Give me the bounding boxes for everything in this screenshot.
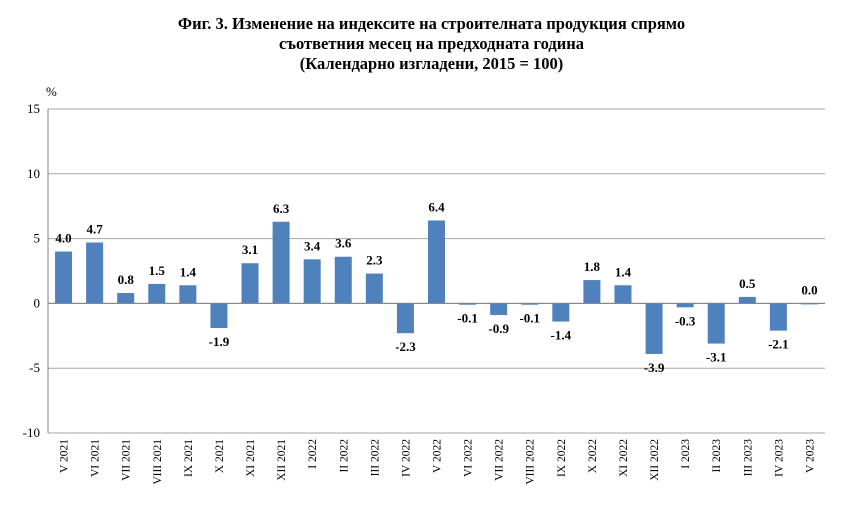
data-label: -2.3	[395, 339, 416, 354]
chart-title: Фиг. 3. Изменение на индексите на строит…	[0, 14, 863, 74]
x-tick-label: VII 2021	[121, 439, 133, 481]
x-tick-label: II 2022	[338, 439, 350, 473]
bar	[303, 259, 321, 304]
x-tick-label: XI 2021	[245, 439, 257, 477]
x-tick-label: V 2023	[804, 439, 816, 473]
bar	[179, 285, 197, 304]
bar	[210, 303, 228, 329]
x-tick-label: VIII 2021	[152, 439, 164, 485]
y-tick-label: -5	[29, 360, 40, 375]
bar	[272, 221, 290, 304]
x-tick-label: VI 2021	[90, 439, 102, 477]
data-label: -2.1	[768, 337, 789, 352]
bar	[645, 303, 663, 354]
data-label: -1.9	[209, 334, 230, 349]
bar	[117, 293, 135, 304]
bar	[521, 303, 539, 305]
bar	[552, 303, 570, 322]
x-tick-label: XI 2022	[618, 439, 630, 477]
bar	[428, 220, 445, 304]
x-tick-label: V 2022	[432, 439, 444, 473]
data-label: 4.7	[86, 221, 103, 236]
bar	[614, 285, 632, 304]
data-label: -1.4	[551, 328, 572, 343]
y-axis-unit-label: %	[46, 84, 57, 99]
bar	[676, 303, 694, 308]
chart-title-line-3: (Календарно изгладени, 2015 = 100)	[299, 54, 564, 73]
x-tick-label: I 2023	[680, 439, 692, 469]
x-tick-label: VIII 2022	[525, 439, 537, 485]
data-label: 0.5	[739, 276, 756, 291]
x-tick-label: I 2022	[307, 439, 319, 469]
bar	[769, 303, 787, 331]
bar	[334, 256, 352, 304]
bar	[707, 303, 725, 344]
data-label: -0.9	[488, 321, 509, 336]
x-tick-label: X 2022	[587, 439, 599, 473]
axes	[47, 109, 825, 433]
data-label: 6.4	[428, 199, 445, 214]
data-labels: 4.0 4.7 0.8 1.5 1.4 -1.9 3.1 6.3 3.4 3.6 2.3 -2.3 6.…	[55, 199, 817, 374]
x-tick-label: XII 2021	[276, 439, 288, 481]
x-tick-label: IV 2023	[773, 439, 785, 477]
y-tick-label: 5	[34, 231, 41, 246]
bar	[490, 303, 508, 316]
x-tick-label: IX 2022	[556, 439, 568, 477]
bar	[583, 280, 601, 304]
x-tick-labels: V 2021 VI 2021 VII 2021 VIII 2021 IX 2021 X 2…	[59, 439, 817, 485]
x-tick-label: VI 2022	[463, 439, 475, 477]
data-label: 1.4	[615, 264, 632, 279]
x-tick-label: VII 2022	[494, 439, 506, 481]
x-tick-label: V 2021	[59, 439, 71, 473]
x-tick-label: IV 2022	[400, 439, 412, 477]
data-label: -3.9	[644, 360, 665, 375]
data-label: 1.4	[180, 264, 197, 279]
y-tick-label: -10	[23, 425, 40, 440]
bar	[459, 303, 477, 305]
chart-title-line-1: Фиг. 3. Изменение на индексите на строит…	[177, 14, 686, 33]
bar	[241, 263, 259, 304]
data-label: 1.8	[584, 259, 601, 274]
data-label: -3.1	[706, 350, 727, 365]
data-label: 0.0	[801, 282, 817, 297]
y-tick-label: 0	[34, 295, 41, 310]
data-label: 3.1	[242, 242, 258, 257]
bar	[396, 303, 414, 334]
data-label: 0.8	[118, 272, 135, 287]
bars	[55, 220, 818, 354]
data-label: 1.5	[149, 263, 166, 278]
chart-title-line-2: съответния месец на предходната година	[279, 34, 584, 53]
data-label: 6.3	[273, 201, 290, 216]
x-tick-label: III 2023	[742, 439, 754, 477]
x-tick-label: IX 2021	[183, 439, 195, 477]
data-label: 4.0	[55, 231, 71, 246]
bar	[86, 242, 104, 304]
x-tick-label: X 2021	[214, 439, 226, 473]
data-label: -0.1	[457, 311, 478, 326]
y-tick-labels: -10 -5 0 5 10 15	[23, 101, 40, 440]
x-tick-label: III 2022	[369, 439, 381, 477]
bar	[55, 251, 73, 304]
bar	[148, 283, 166, 304]
data-label: 2.3	[366, 253, 383, 268]
y-tick-label: 15	[27, 101, 40, 116]
x-tick-label: II 2023	[711, 439, 723, 473]
y-tick-label: 10	[27, 166, 40, 181]
bar	[738, 296, 756, 304]
data-label: -0.3	[675, 313, 696, 328]
x-tick-label: XII 2022	[649, 439, 661, 481]
bar	[365, 273, 383, 304]
data-label: 3.6	[335, 236, 352, 251]
data-label: 3.4	[304, 238, 321, 253]
data-label: -0.1	[519, 311, 540, 326]
